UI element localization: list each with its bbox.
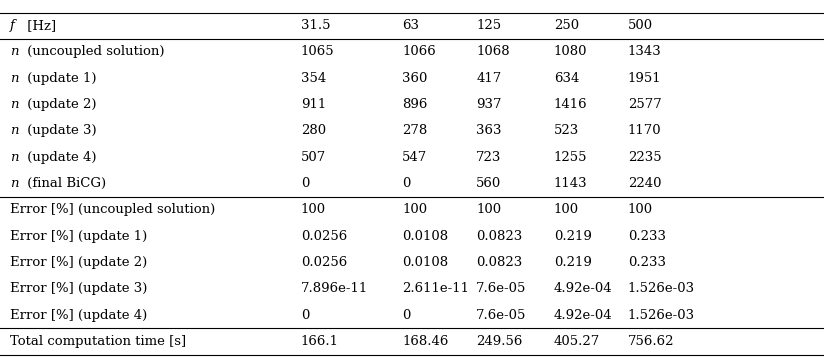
Text: 168.46: 168.46: [402, 335, 448, 348]
Text: 2.611e-11: 2.611e-11: [402, 282, 469, 295]
Text: f: f: [10, 19, 15, 32]
Text: n: n: [10, 45, 18, 58]
Text: 405.27: 405.27: [554, 335, 600, 348]
Text: 1143: 1143: [554, 177, 588, 190]
Text: 4.92e-04: 4.92e-04: [554, 282, 612, 295]
Text: 1065: 1065: [301, 45, 335, 58]
Text: 0.0823: 0.0823: [476, 256, 522, 269]
Text: 1080: 1080: [554, 45, 588, 58]
Text: 100: 100: [628, 203, 653, 216]
Text: 360: 360: [402, 72, 428, 85]
Text: Error [%] (update 4): Error [%] (update 4): [10, 309, 147, 321]
Text: 100: 100: [554, 203, 578, 216]
Text: 31.5: 31.5: [301, 19, 330, 32]
Text: 0: 0: [301, 177, 309, 190]
Text: (update 2): (update 2): [23, 98, 96, 111]
Text: 911: 911: [301, 98, 326, 111]
Text: 1.526e-03: 1.526e-03: [628, 282, 695, 295]
Text: (update 1): (update 1): [23, 72, 96, 85]
Text: Error [%] (uncoupled solution): Error [%] (uncoupled solution): [10, 203, 215, 216]
Text: 100: 100: [301, 203, 325, 216]
Text: 547: 547: [402, 151, 428, 164]
Text: n: n: [10, 125, 18, 137]
Text: 1255: 1255: [554, 151, 588, 164]
Text: 2577: 2577: [628, 98, 662, 111]
Text: 0.0108: 0.0108: [402, 256, 448, 269]
Text: Total computation time [s]: Total computation time [s]: [10, 335, 186, 348]
Text: 1170: 1170: [628, 125, 662, 137]
Text: 0: 0: [301, 309, 309, 321]
Text: 417: 417: [476, 72, 502, 85]
Text: 1.526e-03: 1.526e-03: [628, 309, 695, 321]
Text: 0: 0: [402, 309, 410, 321]
Text: 166.1: 166.1: [301, 335, 339, 348]
Text: 354: 354: [301, 72, 326, 85]
Text: 7.6e-05: 7.6e-05: [476, 282, 527, 295]
Text: 1066: 1066: [402, 45, 436, 58]
Text: 249.56: 249.56: [476, 335, 522, 348]
Text: 100: 100: [476, 203, 501, 216]
Text: 1343: 1343: [628, 45, 662, 58]
Text: 363: 363: [476, 125, 502, 137]
Text: 125: 125: [476, 19, 501, 32]
Text: (update 4): (update 4): [23, 151, 96, 164]
Text: Error [%] (update 2): Error [%] (update 2): [10, 256, 147, 269]
Text: 2240: 2240: [628, 177, 662, 190]
Text: 1068: 1068: [476, 45, 510, 58]
Text: (final BiCG): (final BiCG): [23, 177, 106, 190]
Text: 278: 278: [402, 125, 428, 137]
Text: 0.219: 0.219: [554, 230, 592, 243]
Text: 280: 280: [301, 125, 325, 137]
Text: 0.233: 0.233: [628, 256, 666, 269]
Text: [Hz]: [Hz]: [23, 19, 56, 32]
Text: 63: 63: [402, 19, 419, 32]
Text: 1416: 1416: [554, 98, 588, 111]
Text: 0.0108: 0.0108: [402, 230, 448, 243]
Text: Error [%] (update 3): Error [%] (update 3): [10, 282, 147, 295]
Text: Error [%] (update 1): Error [%] (update 1): [10, 230, 147, 243]
Text: 896: 896: [402, 98, 428, 111]
Text: 0.0256: 0.0256: [301, 230, 347, 243]
Text: 7.896e-11: 7.896e-11: [301, 282, 368, 295]
Text: n: n: [10, 177, 18, 190]
Text: 500: 500: [628, 19, 653, 32]
Text: n: n: [10, 151, 18, 164]
Text: 0.0256: 0.0256: [301, 256, 347, 269]
Text: 0.219: 0.219: [554, 256, 592, 269]
Text: 523: 523: [554, 125, 579, 137]
Text: n: n: [10, 98, 18, 111]
Text: 756.62: 756.62: [628, 335, 674, 348]
Text: 7.6e-05: 7.6e-05: [476, 309, 527, 321]
Text: 560: 560: [476, 177, 502, 190]
Text: 250: 250: [554, 19, 578, 32]
Text: 0: 0: [402, 177, 410, 190]
Text: (update 3): (update 3): [23, 125, 96, 137]
Text: 2235: 2235: [628, 151, 662, 164]
Text: 4.92e-04: 4.92e-04: [554, 309, 612, 321]
Text: 0.233: 0.233: [628, 230, 666, 243]
Text: 0.0823: 0.0823: [476, 230, 522, 243]
Text: 634: 634: [554, 72, 579, 85]
Text: 723: 723: [476, 151, 502, 164]
Text: 100: 100: [402, 203, 427, 216]
Text: 937: 937: [476, 98, 502, 111]
Text: 507: 507: [301, 151, 326, 164]
Text: (uncoupled solution): (uncoupled solution): [23, 45, 165, 58]
Text: 1951: 1951: [628, 72, 662, 85]
Text: n: n: [10, 72, 18, 85]
